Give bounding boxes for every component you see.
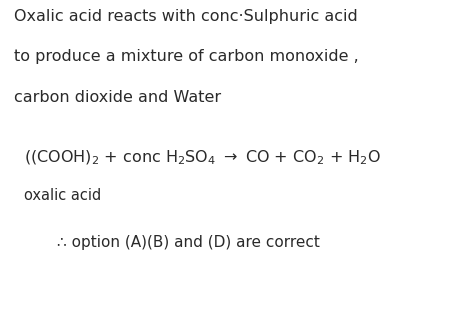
Text: oxalic acid: oxalic acid: [24, 188, 101, 204]
Text: ∴ option (A)(B) and (D) are correct: ∴ option (A)(B) and (D) are correct: [57, 235, 320, 250]
Text: Oxalic acid reacts with conc·Sulphuric acid: Oxalic acid reacts with conc·Sulphuric a…: [14, 9, 358, 24]
Text: $\mathdefault{((COOH)_2}$ + conc $\mathdefault{H_2SO_4}$ $\rightarrow$ CO + $\ma: $\mathdefault{((COOH)_2}$ + conc $\mathd…: [24, 148, 381, 167]
Text: carbon dioxide and Water: carbon dioxide and Water: [14, 90, 221, 105]
Text: to produce a mixture of carbon monoxide ,: to produce a mixture of carbon monoxide …: [14, 49, 359, 65]
